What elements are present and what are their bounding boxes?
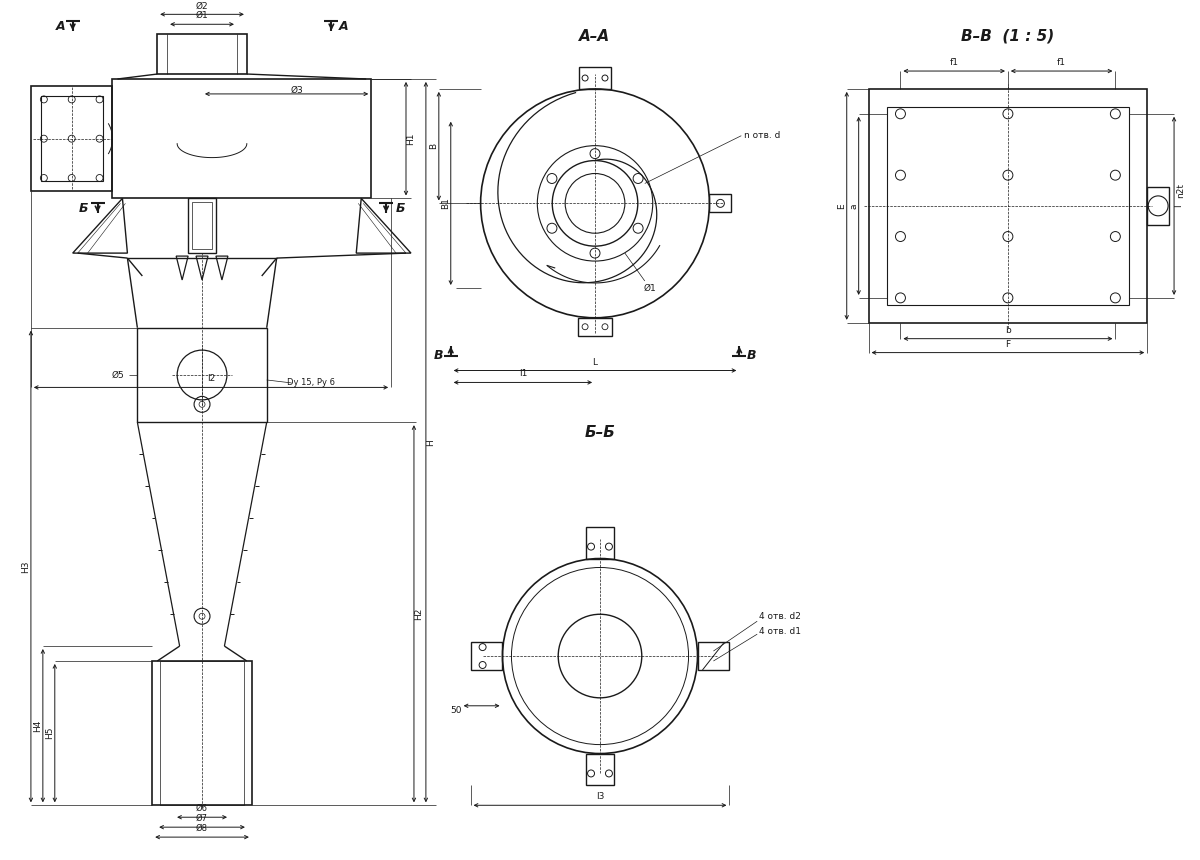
Text: B1: B1 xyxy=(442,198,450,209)
Bar xyxy=(709,194,731,212)
Bar xyxy=(157,34,247,74)
Text: А–А: А–А xyxy=(580,28,611,44)
Text: Ø6: Ø6 xyxy=(196,804,208,814)
Text: H: H xyxy=(426,439,436,445)
Text: H5: H5 xyxy=(46,727,54,740)
Text: F: F xyxy=(1006,340,1010,348)
Text: 50: 50 xyxy=(450,706,462,716)
Text: В–В  (1 : 5): В–В (1 : 5) xyxy=(961,28,1055,44)
Bar xyxy=(161,661,244,805)
Text: H2: H2 xyxy=(414,607,424,620)
Bar xyxy=(31,87,113,191)
Text: Dy 15, Py 6: Dy 15, Py 6 xyxy=(288,378,336,388)
Text: А: А xyxy=(56,20,66,33)
Text: f1: f1 xyxy=(1057,58,1066,67)
Text: Ø2: Ø2 xyxy=(196,2,209,10)
Bar xyxy=(188,199,216,253)
Bar xyxy=(887,107,1129,304)
Bar xyxy=(580,67,611,89)
Text: Ø1: Ø1 xyxy=(643,284,656,292)
Text: 4 отв. d1: 4 отв. d1 xyxy=(760,627,802,636)
Text: n отв. d: n отв. d xyxy=(744,132,781,140)
Text: l2: l2 xyxy=(206,374,215,384)
Text: Ø5: Ø5 xyxy=(112,371,124,379)
Bar xyxy=(586,753,614,785)
Text: E: E xyxy=(838,203,846,209)
Text: H1: H1 xyxy=(407,132,415,145)
Bar xyxy=(113,79,371,199)
Text: Ø8: Ø8 xyxy=(196,824,208,833)
Bar xyxy=(869,89,1147,322)
Text: 4 отв. d2: 4 отв. d2 xyxy=(760,611,802,621)
Text: Б: Б xyxy=(79,202,89,215)
Text: Ø1: Ø1 xyxy=(196,11,209,21)
Bar xyxy=(470,642,503,670)
Text: H3: H3 xyxy=(22,560,30,573)
Text: L: L xyxy=(593,358,598,366)
Bar xyxy=(577,318,612,335)
Text: f1: f1 xyxy=(949,58,959,67)
Text: b: b xyxy=(1006,326,1010,335)
Bar xyxy=(152,661,252,805)
Text: l3: l3 xyxy=(596,792,604,802)
Bar xyxy=(586,526,614,558)
Bar xyxy=(697,642,730,670)
Bar xyxy=(192,202,212,249)
Text: l1: l1 xyxy=(518,370,527,378)
Text: А: А xyxy=(338,20,348,33)
Text: l: l xyxy=(1175,205,1183,207)
Text: B: B xyxy=(430,143,438,150)
Bar xyxy=(41,96,102,181)
Text: Б: Б xyxy=(395,202,404,215)
Text: n2t: n2t xyxy=(1176,183,1186,199)
Text: Ø7: Ø7 xyxy=(196,814,208,823)
Text: Б–Б: Б–Б xyxy=(584,425,616,439)
Bar xyxy=(1147,187,1169,224)
Text: В: В xyxy=(746,349,756,362)
Text: a: a xyxy=(850,203,858,209)
Text: H4: H4 xyxy=(34,720,42,732)
Bar xyxy=(137,328,266,422)
Text: В: В xyxy=(434,349,444,362)
Text: Ø3: Ø3 xyxy=(290,85,302,95)
